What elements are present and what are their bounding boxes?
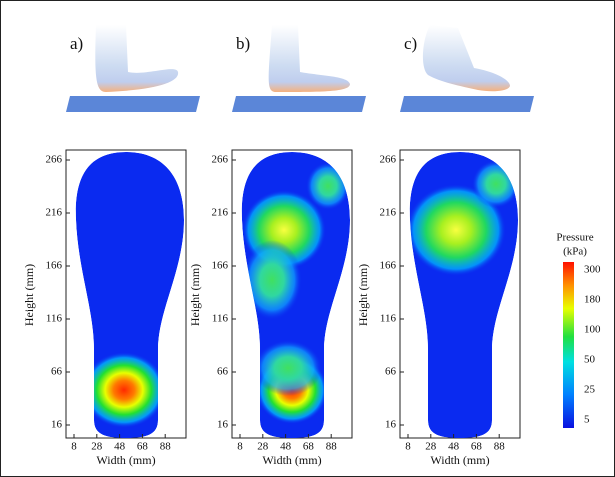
y-tick-label: 266 xyxy=(46,154,63,166)
colorbar-tick-label: 180 xyxy=(584,294,601,306)
panel-label: c) xyxy=(404,34,417,53)
x-tick-label: 48 xyxy=(448,441,460,453)
y-axis-label: Height (mm) xyxy=(188,264,202,326)
y-tick-label: 266 xyxy=(212,154,229,166)
x-tick-label: 88 xyxy=(326,441,338,453)
y-tick-label: 216 xyxy=(46,207,63,219)
colorbar-tick-label: 50 xyxy=(584,354,596,366)
colorbar-unit: (kPa) xyxy=(563,246,587,258)
y-tick-label: 116 xyxy=(212,313,229,325)
y-axis-label: Height (mm) xyxy=(22,264,36,326)
colorbar xyxy=(563,262,574,428)
x-axis-label: Width (mm) xyxy=(96,453,155,467)
y-tick-label: 66 xyxy=(385,366,397,378)
floor-plate xyxy=(232,96,366,112)
y-tick-label: 66 xyxy=(51,366,63,378)
x-axis-label: Width (mm) xyxy=(262,453,321,467)
y-tick-label: 116 xyxy=(46,313,63,325)
x-tick-label: 8 xyxy=(405,441,411,453)
panel: b) 8 28 48 68 88 16 66 116 166 216 266 Width (mm) Hei… xyxy=(188,25,366,467)
y-tick-label: 16 xyxy=(217,419,229,431)
y-axis-label: Height (mm) xyxy=(356,264,370,326)
x-tick-label: 8 xyxy=(237,441,243,453)
y-tick-label: 66 xyxy=(217,366,229,378)
panel-label: a) xyxy=(70,34,83,53)
x-tick-label: 48 xyxy=(280,441,292,453)
foot-illustration xyxy=(66,25,200,112)
x-tick-label: 68 xyxy=(137,441,149,453)
y-tick-label: 266 xyxy=(380,154,397,166)
foot xyxy=(423,25,510,91)
foot xyxy=(269,25,350,92)
colorbar-tick-label: 25 xyxy=(584,384,596,396)
colorbar-tick-label: 100 xyxy=(584,324,601,336)
x-tick-label: 28 xyxy=(257,441,269,453)
x-axis-label: Width (mm) xyxy=(430,453,489,467)
x-tick-label: 48 xyxy=(114,441,126,453)
x-tick-label: 68 xyxy=(471,441,483,453)
x-tick-label: 88 xyxy=(494,441,506,453)
y-tick-label: 216 xyxy=(380,207,397,219)
foot-illustration xyxy=(232,25,366,112)
foot-illustration xyxy=(400,25,534,112)
panel-label: b) xyxy=(236,34,250,53)
foot xyxy=(95,25,178,92)
floor-plate xyxy=(66,96,200,112)
colorbar-tick-label: 300 xyxy=(584,264,601,276)
x-tick-label: 28 xyxy=(425,441,437,453)
floor-plate xyxy=(400,96,534,112)
y-tick-label: 16 xyxy=(385,419,397,431)
x-tick-label: 28 xyxy=(91,441,103,453)
y-tick-label: 16 xyxy=(51,419,63,431)
x-tick-label: 8 xyxy=(71,441,77,453)
y-tick-label: 166 xyxy=(380,260,397,272)
pressure-region xyxy=(254,340,322,396)
y-tick-label: 166 xyxy=(212,260,229,272)
y-tick-label: 166 xyxy=(46,260,63,272)
pressure-region xyxy=(82,352,166,428)
colorbar-tick-label: 5 xyxy=(584,414,590,426)
y-tick-label: 216 xyxy=(212,207,229,219)
y-tick-label: 116 xyxy=(380,313,397,325)
x-tick-label: 68 xyxy=(303,441,315,453)
x-tick-label: 88 xyxy=(160,441,172,453)
figure: a)8284868881666116166216266Width (mm)Hei… xyxy=(0,0,615,477)
colorbar-title: Pressure xyxy=(556,232,593,244)
panel: a) 8 28 48 68 88 16 66 116 166 216 266 Width (mm) Hei… xyxy=(22,25,200,467)
panel: c) 8 28 48 68 88 16 66 116 166 216 266 Width (mm) Hei… xyxy=(356,25,534,467)
